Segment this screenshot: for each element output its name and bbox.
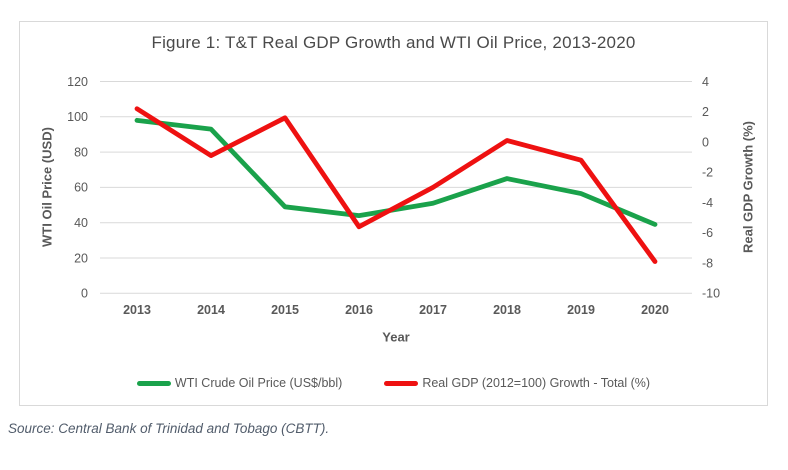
legend-label: WTI Crude Oil Price (US$/bbl) — [174, 376, 343, 390]
x-axis-tick-label: 2014 — [197, 303, 225, 317]
x-axis-title: Year — [382, 329, 410, 345]
legend-item: WTI Crude Oil Price (US$/bbl) — [136, 376, 343, 390]
series-line-gdp-growth — [134, 106, 658, 264]
left-axis-tick-label: 20 — [74, 251, 88, 265]
x-axis-tick-label: 2016 — [345, 303, 373, 317]
legend-swatch — [384, 380, 419, 386]
x-axis-tick-label: 2018 — [493, 303, 521, 317]
left-axis-tick-label: 0 — [81, 287, 88, 301]
right-axis-tick-label: -2 — [702, 166, 713, 180]
right-axis-tick-label: -10 — [702, 287, 720, 301]
left-axis-tick-label: 100 — [67, 110, 88, 124]
x-axis-tick-label: 2015 — [271, 303, 299, 317]
x-axis-tick-label: 2019 — [567, 303, 595, 317]
left-axis-tick-label: 80 — [74, 145, 88, 159]
legend-item: Real GDP (2012=100) Growth - Total (%) — [384, 376, 650, 390]
right-axis-tick-label: -8 — [702, 256, 713, 270]
right-axis-tick-label: 0 — [702, 135, 709, 149]
chart-title: Figure 1: T&T Real GDP Growth and WTI Oi… — [151, 33, 636, 52]
right-axis-title: Real GDP Growth (%) — [740, 121, 756, 253]
left-axis-title: WTI Oil Price (USD) — [39, 127, 55, 247]
source-note: Source: Central Bank of Trinidad and Tob… — [8, 421, 330, 436]
legend-swatch — [136, 380, 171, 386]
legend-label: Real GDP (2012=100) Growth - Total (%) — [422, 376, 651, 390]
x-axis-tick-label: 2013 — [123, 303, 151, 317]
legend: WTI Crude Oil Price (US$/bbl) Real GDP (2… — [19, 373, 768, 393]
right-axis-tick-label: 2 — [702, 105, 709, 119]
figure-frame — [19, 21, 768, 406]
left-axis-tick-label: 60 — [74, 181, 88, 195]
right-axis-tick-label: -4 — [702, 196, 713, 210]
right-axis-tick-label: 4 — [702, 75, 709, 89]
left-axis-tick-label: 40 — [74, 216, 88, 230]
x-axis-tick-label: 2020 — [641, 303, 669, 317]
right-axis-tick-label: -6 — [702, 226, 713, 240]
left-axis-tick-label: 120 — [67, 75, 88, 89]
x-axis-tick-label: 2017 — [419, 303, 447, 317]
